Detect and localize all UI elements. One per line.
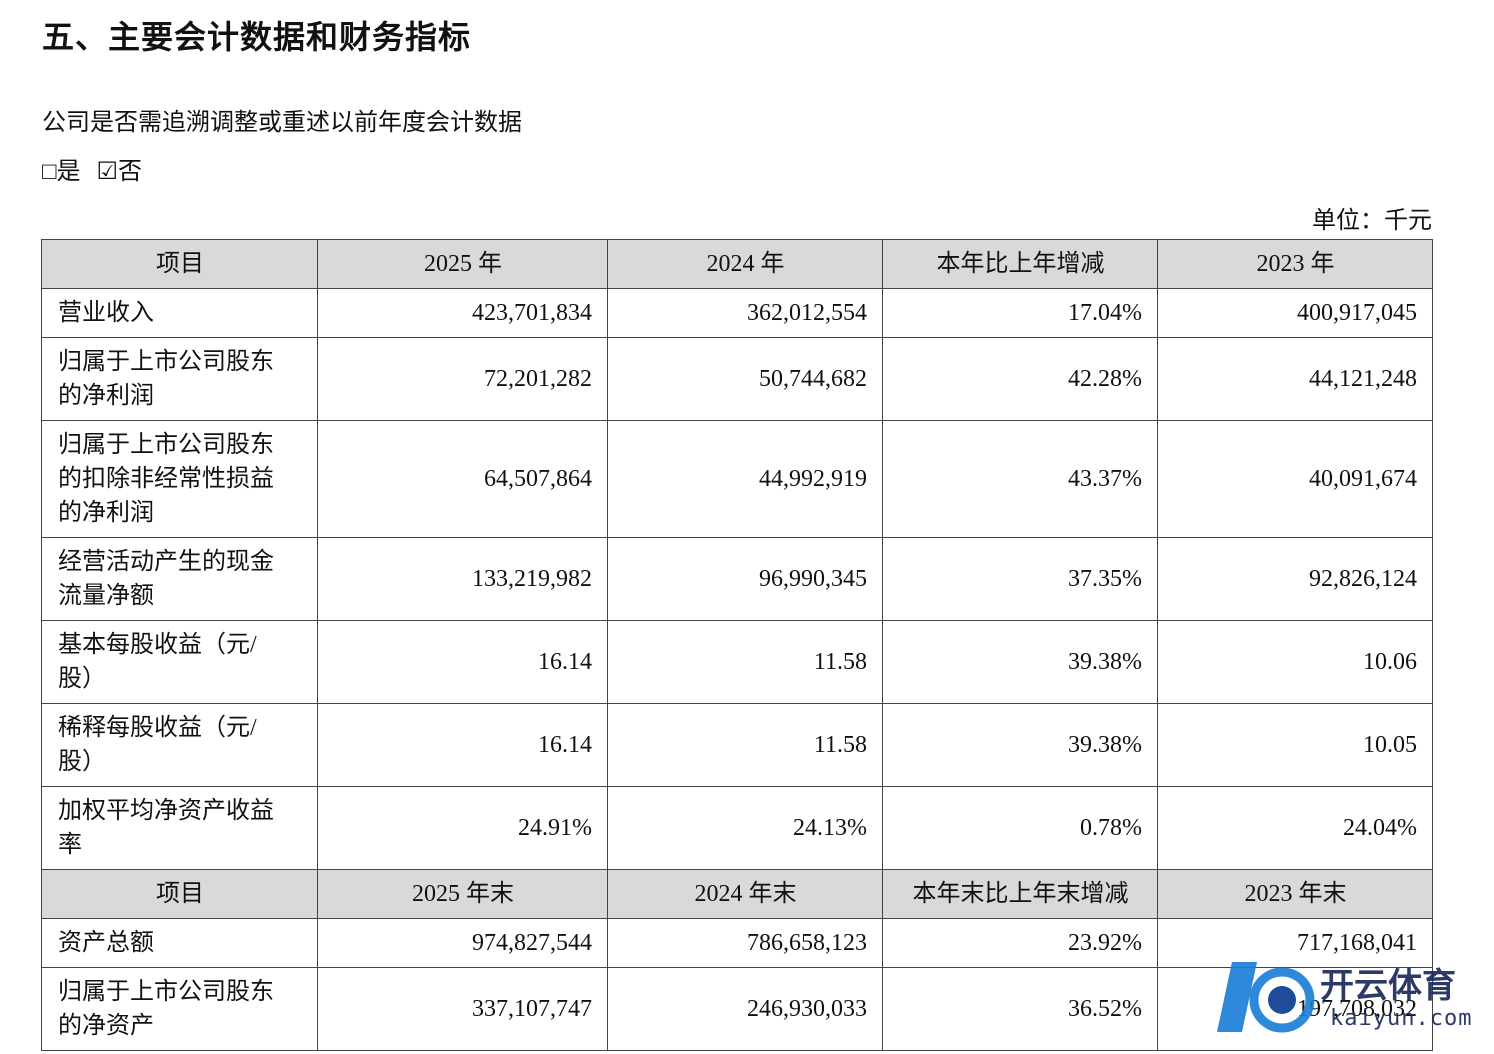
row-label: 归属于上市公司股东 的净资产 [41,967,318,1051]
value-cell: 10.05 [1157,703,1433,787]
value-cell: 362,012,554 [607,288,883,338]
label-line: 股） [58,666,106,692]
value-cell: 39.38% [882,703,1158,787]
label-line: 的净利润 [58,383,154,409]
value-cell: 36.52% [882,967,1158,1051]
options: □是 ☑否 [42,151,158,186]
header-cell: 项目 [41,869,318,919]
value-cell: 44,992,919 [607,420,883,538]
label-line: 归属于上市公司股东 [58,349,274,375]
label-line: 稀释每股收益（元/ [58,715,257,741]
value-cell: 974,827,544 [317,918,608,968]
watermark-domain: kaiyun.com [1330,1006,1473,1031]
data-row: 归属于上市公司股东 的净资产 337,107,747 246,930,033 36.52… [41,967,1433,1051]
value-cell: 40,091,674 [1157,420,1433,538]
label-line: 资产总额 [58,930,154,956]
label-line: 股） [58,749,106,775]
header-cell: 2025 年末 [317,869,608,919]
value-cell: 24.04% [1157,786,1433,870]
data-row: 经营活动产生的现金 流量净额 133,219,982 96,990,345 37.35%… [41,537,1433,621]
value-cell: 17.04% [882,288,1158,338]
value-cell: 24.91% [317,786,608,870]
data-row: 归属于上市公司股东 的净利润 72,201,282 50,744,682 42.28% 4… [41,337,1433,421]
data-row: 加权平均净资产收益率 24.91% 24.13% 0.78% 24.04% [41,786,1433,870]
watermark-logo [1217,962,1315,1033]
value-cell: 96,990,345 [607,537,883,621]
watermark-brand: 开云体育 [1320,966,1456,1006]
header-cell: 2023 年末 [1157,869,1433,919]
label-line: 营业收入 [58,300,154,326]
value-cell: 24.13% [607,786,883,870]
value-cell: 786,658,123 [607,918,883,968]
question: 公司是否需追溯调整或重述以前年度会计数据 [42,110,522,136]
header-cell: 本年比上年增减 [882,239,1158,289]
unit-note: 单位：千元 [1312,208,1432,234]
value-cell: 400,917,045 [1157,288,1433,338]
row-label: 归属于上市公司股东 的净利润 [41,337,318,421]
option: ☑否 [96,159,143,185]
value-cell: 423,701,834 [317,288,608,338]
row-label: 基本每股收益（元/股） [41,620,318,704]
label-line: 归属于上市公司股东 [58,432,274,458]
header-cell: 2024 年末 [607,869,883,919]
header-row: 项目 2025 年末 2024 年末 本年末比上年末增减 2023 年末 [41,869,1433,919]
value-cell: 64,507,864 [317,420,608,538]
label-line: 的净资产 [58,1013,154,1039]
label-line: 归属于上市公司股东 [58,979,274,1005]
header-cell: 2024 年 [607,239,883,289]
header-cell: 项目 [41,239,318,289]
data-row: 基本每股收益（元/股） 16.14 11.58 39.38% 10.06 [41,620,1433,704]
value-cell: 92,826,124 [1157,537,1433,621]
value-cell: 50,744,682 [607,337,883,421]
label-line: 率 [58,832,82,858]
label-line: 经营活动产生的现金 [58,549,274,575]
value-cell: 39.38% [882,620,1158,704]
label-line: 的净利润 [58,500,154,526]
value-cell: 37.35% [882,537,1158,621]
data-row: 营业收入 423,701,834 362,012,554 17.04% 400,917,… [41,288,1433,338]
value-cell: 197,708,032 [1157,967,1433,1051]
label-line: 流量净额 [58,583,154,609]
row-label: 稀释每股收益（元/股） [41,703,318,787]
row-label: 资产总额 [41,918,318,968]
value-cell: 133,219,982 [317,537,608,621]
value-cell: 11.58 [607,620,883,704]
header-cell: 本年末比上年末增减 [882,869,1158,919]
financial-table: 项目 2025 年 2024 年本年比上年增减 2023 年营业收入 423,701,8… [41,239,1433,1051]
value-cell: 0.78% [882,786,1158,870]
section-title: 五、主要会计数据和财务指标 [42,18,472,56]
data-row: 稀释每股收益（元/股） 16.14 11.58 39.38% 10.05 [41,703,1433,787]
value-cell: 44,121,248 [1157,337,1433,421]
label-line: 基本每股收益（元/ [58,632,257,658]
row-label: 经营活动产生的现金 流量净额 [41,537,318,621]
value-cell: 11.58 [607,703,883,787]
value-cell: 16.14 [317,703,608,787]
row-label: 加权平均净资产收益率 [41,786,318,870]
header-cell: 2025 年 [317,239,608,289]
watermark: 开云体育 kaiyun.com [1212,952,1492,1042]
header-cell: 2023 年 [1157,239,1433,289]
label-line: 的扣除非经常性损益 [58,466,274,492]
label-line: 加权平均净资产收益 [58,798,274,824]
value-cell: 16.14 [317,620,608,704]
value-cell: 10.06 [1157,620,1433,704]
value-cell: 23.92% [882,918,1158,968]
row-label: 归属于上市公司股东 的扣除非经常性损益 的净利润 [41,420,318,538]
option: □是 [42,159,81,185]
data-row: 归属于上市公司股东 的扣除非经常性损益 的净利润 64,507,864 44,992,9… [41,420,1433,538]
value-cell: 337,107,747 [317,967,608,1051]
value-cell: 72,201,282 [317,337,608,421]
row-label: 营业收入 [41,288,318,338]
value-cell: 42.28% [882,337,1158,421]
value-cell: 246,930,033 [607,967,883,1051]
value-cell: 43.37% [882,420,1158,538]
header-row: 项目 2025 年 2024 年本年比上年增减 2023 年 [41,239,1433,289]
